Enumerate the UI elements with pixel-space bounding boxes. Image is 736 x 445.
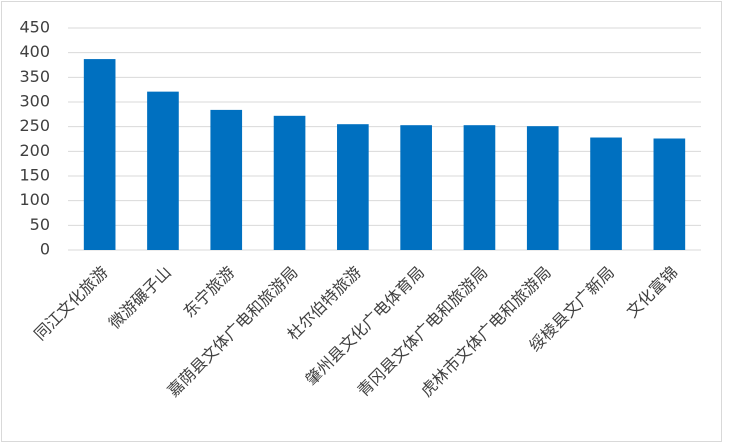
bar <box>526 126 559 250</box>
y-tick-label: 350 <box>19 67 50 86</box>
y-tick-label: 100 <box>19 190 50 209</box>
y-tick-label: 150 <box>19 166 50 185</box>
y-tick-label: 450 <box>19 18 50 37</box>
bar <box>590 137 622 250</box>
y-tick-label: 250 <box>19 116 50 135</box>
y-tick-label: 50 <box>30 215 50 234</box>
y-tick-label: 400 <box>19 42 50 61</box>
bar <box>400 125 432 250</box>
bar <box>147 91 179 250</box>
bar <box>653 138 686 250</box>
bar <box>210 109 243 250</box>
bar <box>337 124 369 250</box>
y-tick-label: 0 <box>40 240 50 259</box>
bar <box>273 115 306 251</box>
y-tick-label: 200 <box>19 141 50 160</box>
bar <box>463 125 496 250</box>
bar <box>83 59 116 250</box>
y-tick-label: 300 <box>19 92 50 111</box>
